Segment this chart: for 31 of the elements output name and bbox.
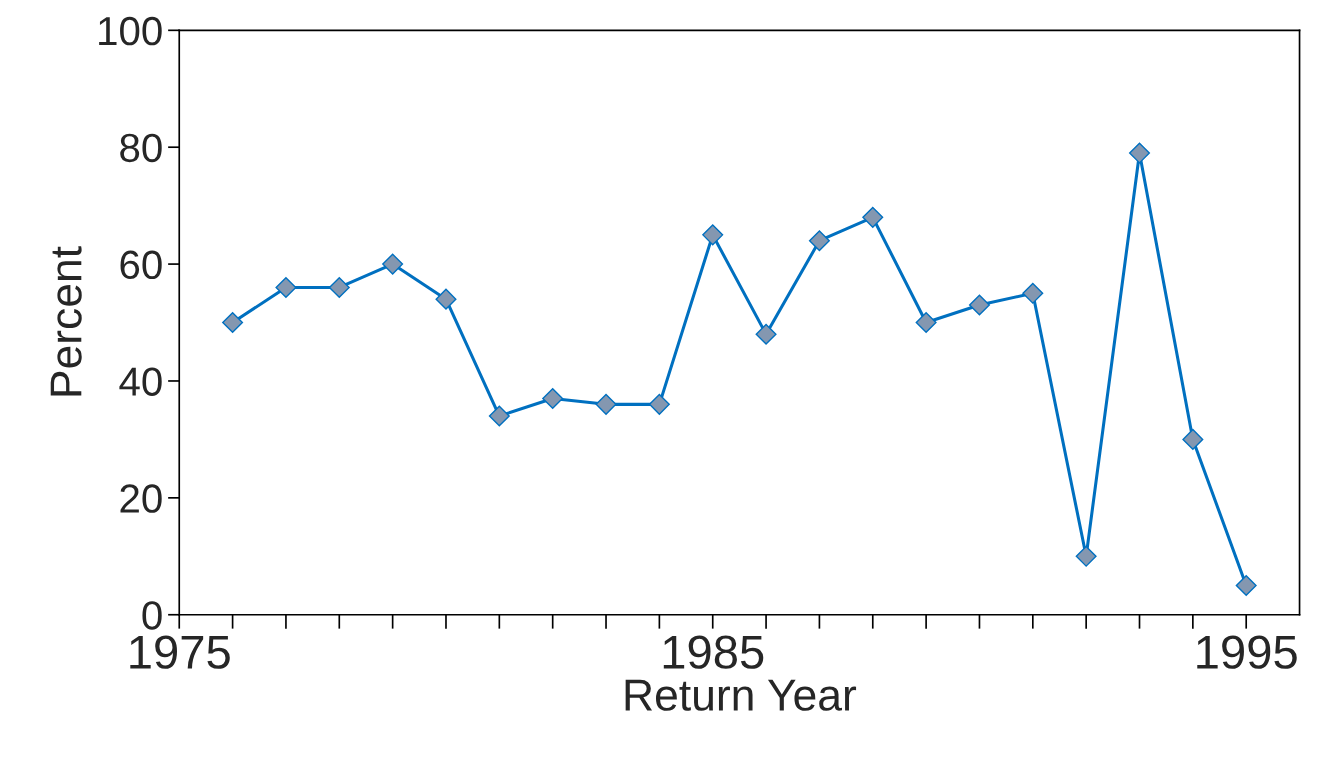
point [328, 276, 350, 298]
point [702, 224, 724, 246]
x-tick-label: 1975 [130, 635, 230, 669]
point [915, 312, 937, 334]
point [968, 294, 990, 316]
point [1022, 282, 1044, 304]
point [862, 206, 884, 228]
point [1075, 545, 1097, 567]
x-tick-label: 1985 [663, 635, 764, 669]
y-tick-label: 0 [142, 601, 162, 630]
point [222, 312, 244, 334]
point [1235, 575, 1257, 597]
point [755, 323, 777, 345]
point [382, 253, 404, 275]
y-tick-label: 60 [120, 250, 162, 280]
point [275, 276, 297, 298]
point [808, 230, 830, 252]
point [542, 387, 564, 410]
point [648, 393, 670, 415]
y-axis-title: Percent [50, 246, 82, 396]
y-tick-label: 20 [120, 484, 162, 513]
y-tick-label: 40 [119, 367, 162, 396]
point [1128, 142, 1151, 164]
x-tick-label: 1995 [1197, 635, 1297, 669]
point [1182, 428, 1204, 450]
point [435, 288, 457, 310]
point [488, 405, 510, 427]
point [595, 393, 617, 415]
x-axis-title: Return Year [625, 679, 857, 711]
y-tick-label: 80 [120, 133, 162, 163]
y-tick-label: 100 [99, 16, 162, 46]
